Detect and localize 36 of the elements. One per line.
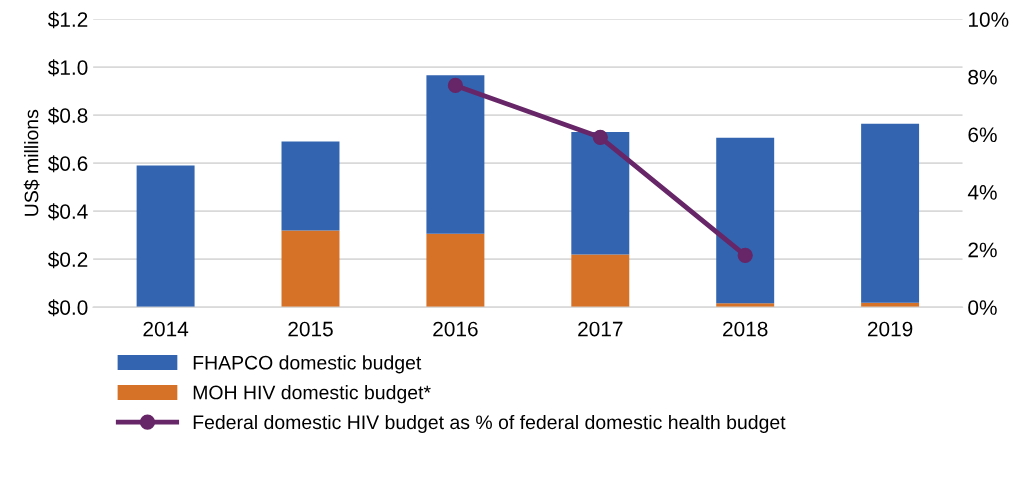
bar bbox=[571, 254, 630, 308]
y2-tick-label: 10% bbox=[969, 12, 1009, 27]
bar bbox=[426, 75, 485, 234]
y2-tick-label: 8% bbox=[968, 69, 997, 85]
y-tick-label: $0.0 bbox=[47, 299, 88, 317]
x-tick-label: 2016 bbox=[433, 321, 478, 337]
y-tick-label: $1.2 bbox=[47, 11, 88, 29]
y2-tick-label: 4% bbox=[967, 185, 997, 200]
x-tick-label: 2014 bbox=[143, 321, 189, 337]
bar bbox=[136, 165, 195, 308]
y-axis-title: US$ millions bbox=[23, 109, 40, 216]
y-tick-label: $0.2 bbox=[47, 251, 88, 269]
bar bbox=[861, 123, 920, 303]
y2-tick-label: 0% bbox=[968, 300, 997, 315]
x-tick-label: 2018 bbox=[723, 321, 768, 337]
bar bbox=[571, 132, 630, 255]
bar bbox=[716, 303, 775, 308]
legend-label: Federal domestic HIV budget as % of federal domestic health budget bbox=[193, 414, 786, 434]
x-tick-label: 2019 bbox=[867, 321, 913, 337]
point bbox=[737, 247, 753, 263]
bar bbox=[716, 137, 775, 304]
y-tick-label: $1.0 bbox=[47, 59, 88, 77]
y-tick-label: $0.8 bbox=[47, 107, 88, 125]
y2-tick-label: 6% bbox=[968, 127, 997, 143]
bar bbox=[281, 230, 340, 308]
x-tick-label: 2017 bbox=[578, 321, 623, 337]
legend-label: FHAPCO domestic budget bbox=[193, 355, 422, 374]
y-tick-label: $0.6 bbox=[47, 155, 88, 173]
bar bbox=[281, 141, 340, 231]
bar bbox=[426, 233, 485, 308]
point bbox=[447, 77, 464, 94]
point bbox=[592, 129, 608, 145]
y2-tick-label: 2% bbox=[968, 242, 997, 258]
x-tick-label: 2015 bbox=[288, 321, 333, 337]
legend-label: MOH HIV domestic budget* bbox=[193, 385, 431, 404]
y-tick-label: $0.4 bbox=[47, 203, 88, 221]
